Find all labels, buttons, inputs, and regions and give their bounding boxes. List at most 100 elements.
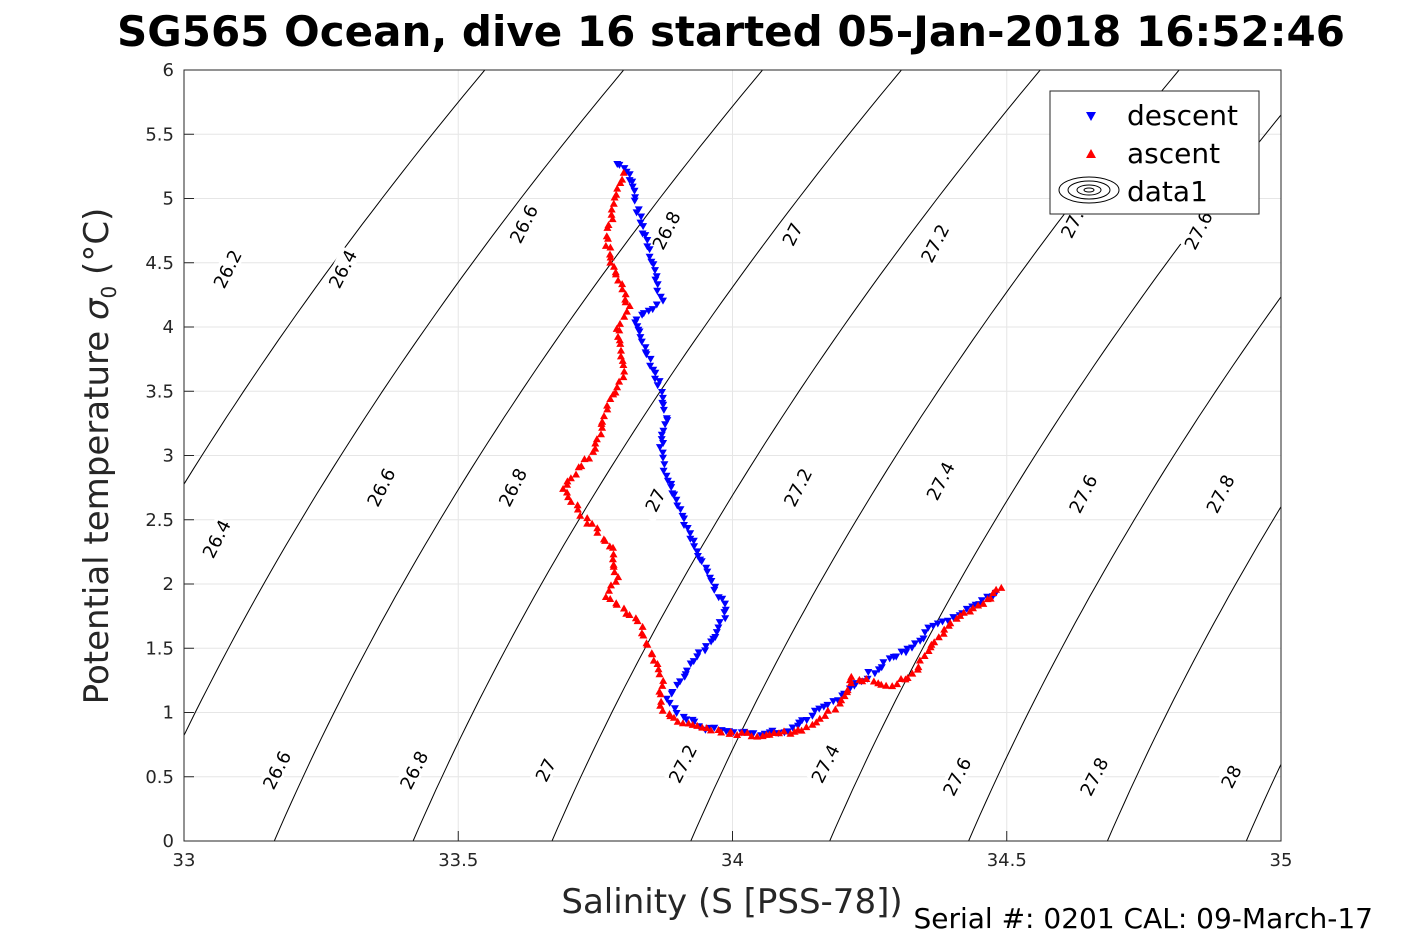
ascent-point	[607, 210, 616, 218]
contour-label-bg	[1179, 207, 1216, 253]
ascent-point	[618, 356, 627, 364]
contour-label: 27.8	[1203, 472, 1240, 517]
contour-label-bg	[527, 747, 564, 793]
legend-ascent-marker	[1086, 149, 1096, 158]
ascent-point	[609, 199, 618, 207]
descent-point	[646, 355, 655, 363]
x-tick-label: 34.5	[987, 850, 1027, 871]
ascent-point	[616, 179, 625, 186]
descent-point	[651, 267, 659, 275]
y-tick-label: 2	[163, 574, 174, 595]
x-tick-label: 35	[1270, 850, 1293, 871]
contour-label-group: 26.2	[209, 246, 247, 292]
ascent-point	[743, 728, 752, 736]
ascent-point	[920, 652, 929, 659]
contour-label-group: 26.8	[647, 207, 686, 253]
descent-point	[749, 730, 758, 738]
x-axis-label: Salinity (S [PSS-78])	[561, 882, 902, 922]
contour-label-group: 27.6	[1179, 207, 1218, 253]
ascent-point	[903, 674, 912, 681]
descent-point	[788, 724, 797, 732]
contour-label: 26.8	[396, 748, 433, 793]
legend-descent-label: descent	[1127, 99, 1238, 132]
ascent-point	[606, 243, 615, 251]
ascent-point	[573, 501, 582, 509]
contour-label-bg	[1064, 471, 1101, 517]
x-tick-label: 34	[721, 850, 744, 871]
ascent-point	[593, 528, 602, 536]
x-tick-label: 33.5	[438, 850, 478, 871]
ascent-point	[706, 726, 715, 734]
ascent-point	[589, 447, 598, 455]
ascent-point	[702, 724, 711, 732]
isopycnal-26.6	[273, 70, 763, 841]
descent-point	[638, 311, 647, 319]
contour-label: 27.4	[923, 459, 960, 504]
contour-label-bg	[773, 211, 810, 257]
ascent-point	[564, 493, 573, 501]
descent-point	[892, 653, 901, 661]
contour-label-bg	[636, 477, 673, 523]
ascent-point	[924, 647, 933, 654]
y-axis-label: Potential temperature σ0 (°C)	[77, 208, 121, 705]
descent-point	[615, 161, 624, 169]
descent-point	[721, 600, 729, 608]
ascent-point	[563, 488, 571, 496]
descent-point	[864, 669, 873, 676]
ascent-point	[939, 629, 948, 637]
contour-label-group: 27.2	[916, 220, 954, 266]
descent-point	[720, 609, 729, 617]
descent-point	[651, 375, 659, 383]
contour-label: 26.4	[325, 247, 362, 292]
ascent-point	[619, 361, 628, 368]
legend-contour-icon	[1058, 176, 1120, 204]
descent-point	[686, 530, 695, 538]
ascent-point	[959, 608, 968, 616]
ascent-point	[603, 401, 612, 409]
y-tick-label: 6	[163, 60, 174, 81]
contour-label-group: 27.8	[1201, 471, 1240, 517]
descent-point	[653, 382, 662, 390]
y-axis-label-symbol: σ	[77, 297, 117, 320]
ascent-point	[797, 726, 806, 734]
descent-point	[649, 261, 658, 269]
ascent-point	[790, 727, 799, 735]
ascent-point	[609, 390, 618, 398]
descent-point	[635, 328, 644, 336]
descent-point	[944, 617, 952, 625]
data-points	[559, 161, 1006, 740]
descent-point	[625, 171, 634, 179]
contour-label-group: 27.2	[779, 464, 817, 510]
ascent-point	[611, 577, 620, 585]
y-tick-label: 4	[163, 317, 174, 338]
descent-point	[707, 578, 716, 585]
descent-point	[680, 515, 688, 523]
ascent-point	[606, 395, 615, 402]
ascent-point	[940, 625, 949, 633]
ascent-point	[620, 312, 629, 320]
descent-point	[919, 635, 928, 643]
contour-label-group: 27.4	[922, 458, 960, 504]
ascent-point	[658, 681, 667, 689]
ascent-point	[893, 680, 902, 688]
ascent-point	[733, 731, 742, 738]
contour-label-bg	[1212, 753, 1249, 799]
ascent-point	[563, 477, 572, 485]
descent-point	[823, 701, 832, 709]
descent-point	[659, 440, 668, 447]
descent-point	[651, 369, 660, 377]
ascent-point	[604, 234, 612, 242]
contour-label-group: 26.4	[324, 246, 362, 292]
descent-point	[661, 421, 670, 429]
ascent-point	[693, 721, 702, 729]
descent-point	[639, 223, 648, 231]
ascent-point	[610, 193, 619, 201]
contour-label-bg	[916, 220, 953, 266]
ascent-point	[625, 302, 634, 309]
descent-point	[877, 664, 886, 672]
ascent-point	[615, 377, 624, 385]
ascent-point	[620, 367, 629, 375]
y-axis-label-subscript: 0	[97, 286, 121, 299]
ascent-point	[858, 677, 867, 685]
descent-point	[808, 712, 817, 720]
